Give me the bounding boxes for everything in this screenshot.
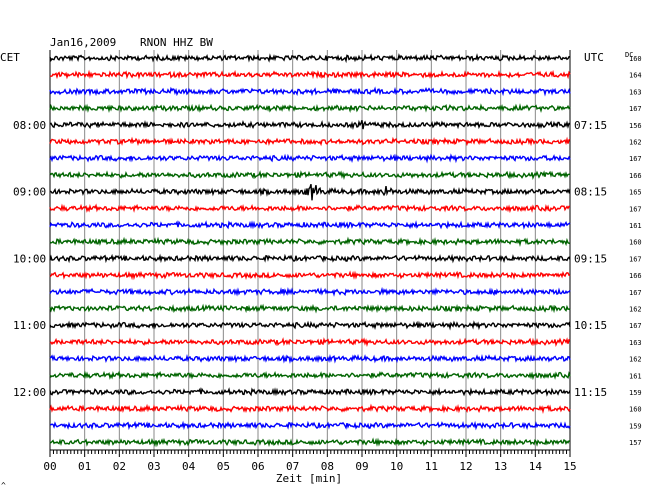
right-time-label: 07:15 <box>574 119 607 132</box>
x-tick-label: 06 <box>251 460 264 473</box>
dc-offset-label: 165 <box>629 189 642 197</box>
trace-row-21 <box>49 403 571 414</box>
dc-offset-label: 159 <box>629 422 642 430</box>
dc-offset-label: 167 <box>629 322 642 330</box>
dc-offset-label: 156 <box>629 122 642 130</box>
x-tick-label: 15 <box>563 460 576 473</box>
trace-row-3 <box>49 103 571 114</box>
left-time-label: 11:00 <box>13 319 46 332</box>
trace-row-5 <box>49 136 571 147</box>
trace-row-10 <box>49 220 571 230</box>
right-time-label: 09:15 <box>574 252 607 265</box>
dc-offset-label: 161 <box>629 222 642 230</box>
trace-row-22 <box>49 420 571 431</box>
dc-offset-label: 163 <box>629 339 642 347</box>
trace-row-8 <box>49 183 571 201</box>
trace-row-13 <box>49 270 571 281</box>
label-layer: 160 164 163 167 156 162 167 166 165 167 161 160 167 1… <box>13 55 642 447</box>
trace-row-1 <box>49 69 571 80</box>
x-tick-label: 04 <box>182 460 196 473</box>
x-tick-label: 12 <box>459 460 472 473</box>
dc-offset-label: 167 <box>629 255 642 263</box>
station-label: RNON HHZ BW <box>140 36 213 49</box>
trace-row-19 <box>49 370 571 381</box>
dc-offset-label: 167 <box>629 155 642 163</box>
trace-row-18 <box>49 353 571 364</box>
trace-row-9 <box>49 203 571 214</box>
trace-row-11 <box>49 236 571 247</box>
dc-offset-label: 167 <box>629 289 642 297</box>
trace-row-23 <box>49 437 570 448</box>
trace-row-15 <box>49 303 571 314</box>
trace-row-7 <box>49 170 571 181</box>
x-axis-label: Zeit [min] <box>276 472 342 485</box>
trace-row-20 <box>49 387 571 397</box>
left-time-label: 10:00 <box>13 252 46 265</box>
x-tick-label: 09 <box>355 460 368 473</box>
dc-offset-label: 166 <box>629 172 642 180</box>
date-label: Jan16,2009 <box>50 36 116 49</box>
dc-offset-label: 161 <box>629 372 642 380</box>
grid-layer <box>49 50 571 450</box>
dc-offset-label: 160 <box>629 239 642 247</box>
x-tick-label: 01 <box>78 460 91 473</box>
dc-header-label: DC <box>625 51 633 59</box>
x-tick-label: 13 <box>494 460 507 473</box>
trace-row-2 <box>49 86 571 97</box>
trace-row-14 <box>49 286 571 297</box>
x-tick-label: 05 <box>217 460 230 473</box>
dc-offset-label: 162 <box>629 139 642 147</box>
dc-offset-label: 164 <box>629 72 642 80</box>
footer-mark: ^ <box>1 481 6 490</box>
trace-row-12 <box>49 253 571 264</box>
right-timezone-label: UTC <box>584 51 604 64</box>
trace-row-4 <box>49 119 570 131</box>
x-tick-label: 02 <box>113 460 126 473</box>
dc-offset-label: 160 <box>629 406 642 414</box>
trace-row-16 <box>49 320 571 331</box>
dc-offset-label: 159 <box>629 389 642 397</box>
trace-row-6 <box>49 153 571 164</box>
dc-offset-label: 163 <box>629 88 642 96</box>
dc-offset-label: 162 <box>629 306 642 314</box>
dc-offset-label: 166 <box>629 272 642 280</box>
right-time-label: 10:15 <box>574 319 607 332</box>
right-time-label: 08:15 <box>574 186 607 199</box>
x-axis: 00 01 02 03 04 05 06 07 08 09 10 11 12 13 14 15 <box>43 449 577 473</box>
x-tick-label: 10 <box>390 460 403 473</box>
dc-offset-label: 160 <box>629 55 642 63</box>
x-tick-label: 14 <box>529 460 543 473</box>
dc-offset-label: 167 <box>629 205 642 213</box>
trace-row-17 <box>49 337 571 348</box>
left-time-label: 09:00 <box>13 186 46 199</box>
dc-offset-label: 162 <box>629 356 642 364</box>
right-time-label: 11:15 <box>574 386 607 399</box>
trace-row-0 <box>49 53 571 64</box>
left-time-label: 08:00 <box>13 119 46 132</box>
x-tick-label: 08 <box>321 460 334 473</box>
x-tick-label: 11 <box>425 460 438 473</box>
x-tick-label: 03 <box>147 460 160 473</box>
left-time-label: 12:00 <box>13 386 46 399</box>
left-timezone-label: CET <box>0 51 20 64</box>
dc-offset-label: 167 <box>629 105 642 113</box>
x-tick-label: 00 <box>43 460 56 473</box>
x-tick-label: 07 <box>286 460 299 473</box>
trace-layer <box>49 53 571 448</box>
dc-offset-label: 157 <box>629 439 642 447</box>
